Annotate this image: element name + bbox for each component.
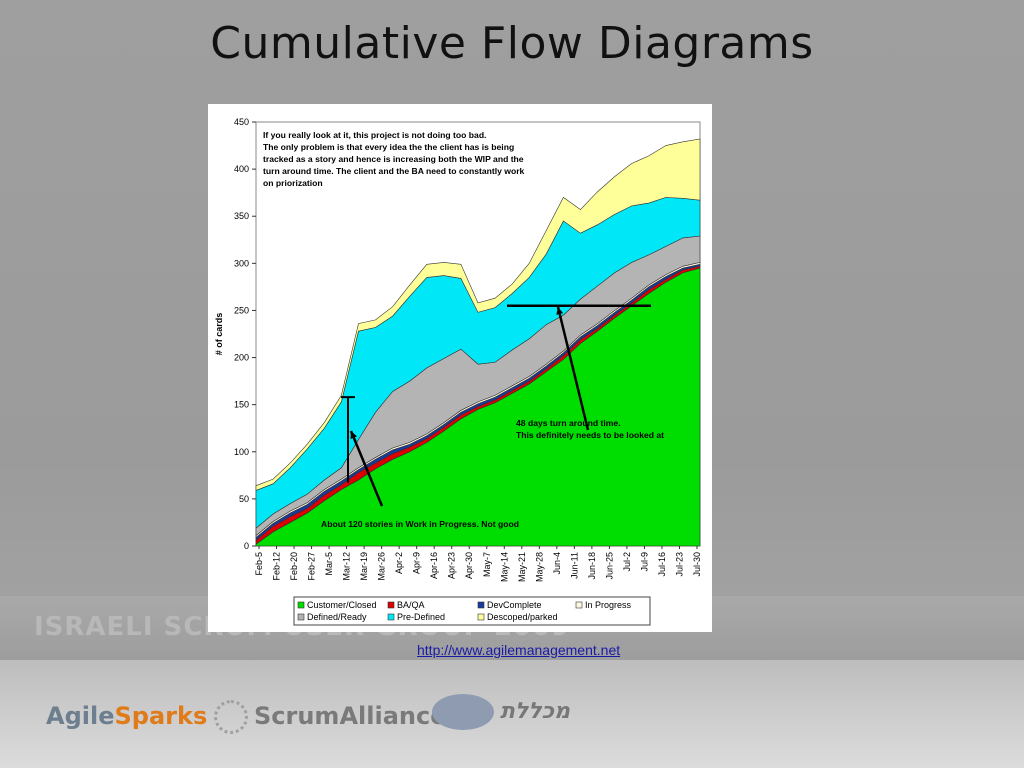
legend-label-1: BA/QA xyxy=(397,600,425,610)
y-tick-label-5: 250 xyxy=(234,305,249,315)
x-tick-label-4: Mar-5 xyxy=(324,552,334,576)
cumulative-flow-chart: 0 50 100 150 200 250 300 350 400 450 # of cards Feb… xyxy=(214,117,702,626)
x-tick-label-1: Feb-12 xyxy=(272,552,282,581)
chart-panel: 0 50 100 150 200 250 300 350 400 450 # of cards Feb… xyxy=(208,104,712,632)
x-tick-label-10: Apr-16 xyxy=(429,552,439,579)
legend-swatch-2 xyxy=(477,601,485,609)
annotation-note-line-2: tracked as a story and hence is increasi… xyxy=(263,154,524,164)
x-tick-label-6: Mar-19 xyxy=(359,552,369,581)
y-tick-label-8: 400 xyxy=(234,164,249,174)
x-tick-label-9: Apr-9 xyxy=(412,552,422,574)
y-tick-label-9: 450 xyxy=(234,117,249,127)
agilesparks-logo: AgileSparks xyxy=(46,702,208,730)
x-tick-label-11: Apr-23 xyxy=(447,552,457,579)
college-logo: מכללת xyxy=(432,694,570,730)
x-tick-label-5: Mar-12 xyxy=(342,552,352,581)
y-tick-label-0: 0 xyxy=(244,541,249,551)
scrumalliance-logo: ScrumAlliance xyxy=(214,700,446,734)
annotation-wip-line-0: About 120 stories in Work in Progress. N… xyxy=(321,519,519,529)
x-tick-label-20: Jun-25 xyxy=(604,552,614,580)
legend-swatch-4 xyxy=(297,613,305,621)
y-tick-label-4: 200 xyxy=(234,353,249,363)
y-tick-label-7: 350 xyxy=(234,211,249,221)
y-tick-label-2: 100 xyxy=(234,447,249,457)
x-tick-label-16: May-28 xyxy=(534,552,544,582)
annotation-note-line-4: on priorization xyxy=(263,178,323,188)
source-link[interactable]: http://www.agilemanagement.net xyxy=(417,642,621,658)
x-tick-label-22: Jul-9 xyxy=(639,552,649,572)
scrumalliance-icon xyxy=(214,700,248,734)
turnaround-arrow-head xyxy=(556,307,564,315)
wip-arrow-head xyxy=(350,431,357,439)
x-tick-label-0: Feb-5 xyxy=(254,552,264,576)
legend-swatch-1 xyxy=(387,601,395,609)
x-tick-label-23: Jul-16 xyxy=(657,552,667,577)
x-tick-label-8: Apr-2 xyxy=(394,552,404,574)
y-axis-label: # of cards xyxy=(214,313,224,356)
annotation-note-line-3: turn around time. The client and the BA … xyxy=(263,166,525,176)
y-tick-label-1: 50 xyxy=(239,494,249,504)
x-tick-label-15: May-21 xyxy=(517,552,527,582)
x-tick-label-17: Jun-4 xyxy=(552,552,562,575)
x-tick-label-13: May-7 xyxy=(482,552,492,577)
x-tick-label-18: Jun-11 xyxy=(569,552,579,579)
x-tick-label-12: Apr-30 xyxy=(464,552,474,579)
legend-swatch-0 xyxy=(297,601,305,609)
x-tick-label-24: Jul-23 xyxy=(674,552,684,577)
legend-label-3: In Progress xyxy=(585,600,632,610)
legend-label-4: Defined/Ready xyxy=(307,612,367,622)
legend-label-6: Descoped/parked xyxy=(487,612,558,622)
logo-strip xyxy=(0,660,1024,768)
legend-swatch-3 xyxy=(575,601,583,609)
y-tick-label-3: 150 xyxy=(234,400,249,410)
x-tick-label-14: May-14 xyxy=(499,552,509,582)
college-emblem-icon xyxy=(432,694,494,730)
annotation-turnaround-line-0: 48 days turn around time. xyxy=(516,418,621,428)
annotation-note-line-1: The only problem is that every idea the … xyxy=(263,142,514,152)
x-tick-label-21: Jul-2 xyxy=(622,552,632,572)
x-tick-label-7: Mar-26 xyxy=(377,552,387,581)
annotation-note-line-0: If you really look at it, this project i… xyxy=(263,130,486,140)
wip-arrow xyxy=(349,430,384,507)
legend-swatch-6 xyxy=(477,613,485,621)
slide-title: Cumulative Flow Diagrams xyxy=(210,18,814,69)
x-tick-label-2: Feb-20 xyxy=(289,552,299,581)
legend-label-5: Pre-Defined xyxy=(397,612,445,622)
legend-swatch-5 xyxy=(387,613,395,621)
x-tick-label-25: Jul-30 xyxy=(692,552,702,577)
legend-box xyxy=(293,596,651,626)
x-tick-label-3: Feb-27 xyxy=(307,552,317,581)
x-tick-label-19: Jun-18 xyxy=(587,552,597,580)
legend-label-2: DevComplete xyxy=(487,600,542,610)
series-area-6 xyxy=(255,138,701,491)
turnaround-arrow xyxy=(556,306,590,431)
annotation-turnaround-line-1: This definitely needs to be looked at xyxy=(516,430,664,440)
y-tick-label-6: 300 xyxy=(234,258,249,268)
legend-label-0: Customer/Closed xyxy=(307,600,377,610)
